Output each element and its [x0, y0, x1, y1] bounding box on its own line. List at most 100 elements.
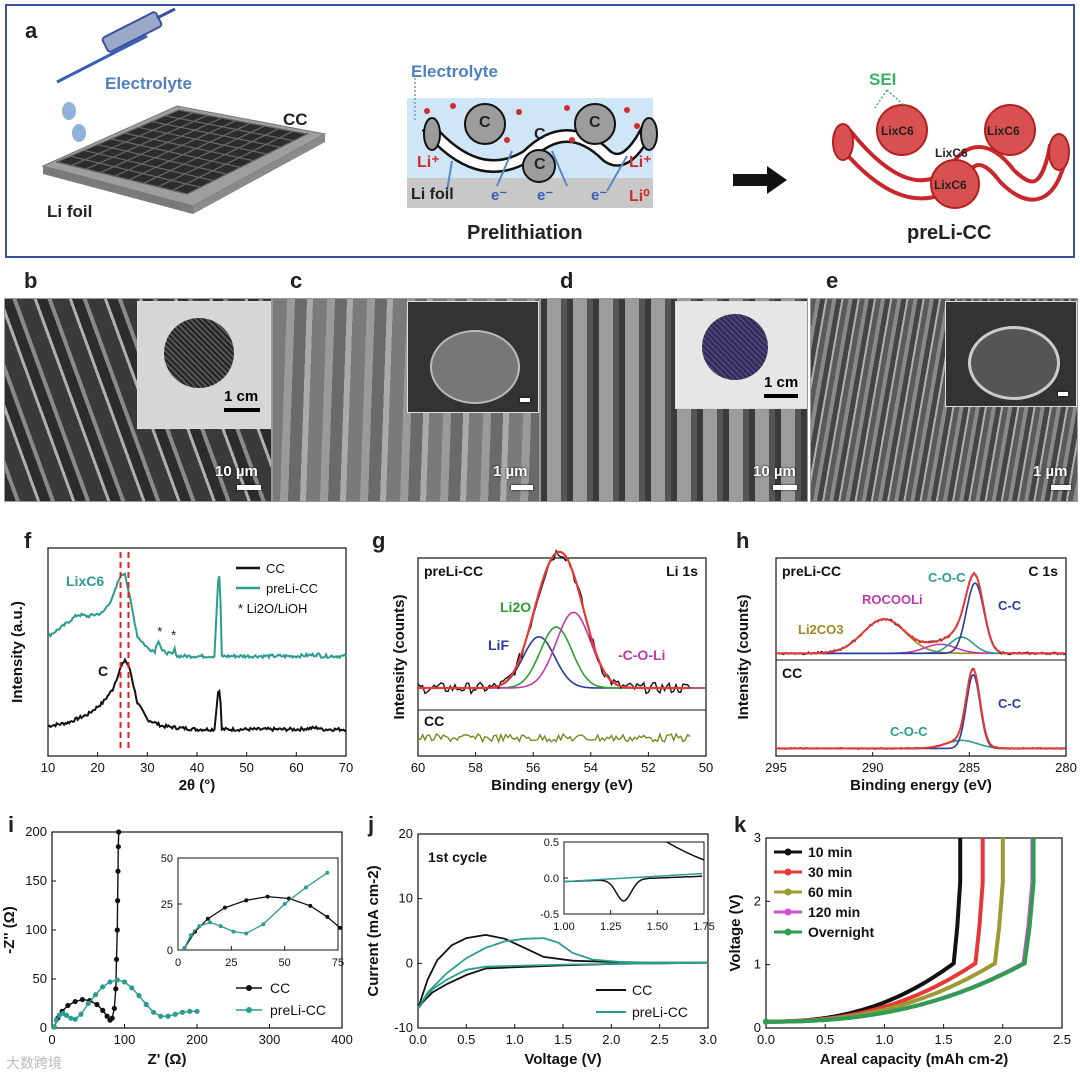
x-tick-label: 280	[1055, 760, 1077, 775]
peak-label-cc: C-C	[998, 598, 1022, 613]
panel-label-f: f	[24, 528, 32, 553]
peak-label-coc: C-O-C	[928, 570, 966, 585]
inset-data-point	[218, 924, 223, 929]
subpanel-label: CC	[782, 665, 802, 681]
x-tick-label: 10	[41, 760, 55, 775]
data-point	[115, 844, 121, 850]
data-point	[79, 996, 86, 1003]
preli-fiber-cross-section	[968, 326, 1060, 400]
inset-data-point	[325, 870, 330, 875]
data-point	[92, 992, 99, 998]
x-tick-label: 200	[186, 1032, 208, 1047]
x-tick-label: 290	[862, 760, 884, 775]
data-point	[72, 998, 78, 1005]
inset-data-point	[197, 924, 202, 929]
fit-envelope	[776, 667, 1066, 750]
sei-label: SEI	[869, 70, 897, 89]
lixc6-label-4: LixC6	[934, 178, 967, 192]
sem-inset-photo-d: 1 cm	[675, 301, 807, 409]
data-point	[194, 1008, 200, 1014]
series-line	[766, 838, 1036, 1024]
fiber-cross-section	[430, 330, 520, 404]
li-plus-label-right: Li⁺	[629, 154, 652, 171]
x-tick-label: 0.0	[757, 1032, 775, 1047]
x-tick-label: 1.75	[693, 921, 714, 933]
subpanel-label: CC	[424, 713, 444, 729]
data-point	[100, 1007, 106, 1013]
annotation-c: C	[98, 663, 108, 679]
legend-marker	[784, 888, 792, 896]
data-point	[150, 1009, 157, 1015]
legend-label: 30 min	[808, 864, 852, 880]
sem-image-b: 1 cm 10 µm	[4, 298, 272, 502]
data-point	[179, 1009, 186, 1015]
data-point	[158, 1013, 164, 1019]
sem-inset-fiber-e	[945, 301, 1077, 407]
x-tick-label: 70	[339, 760, 353, 775]
plot-frame	[775, 557, 1067, 757]
y-tick-label: 0	[406, 955, 413, 970]
lixc6-label-3: LixC6	[935, 146, 968, 160]
x-tick-label: 1.00	[553, 921, 574, 933]
x-tick-label: 0	[175, 957, 181, 969]
annotation-cycle: 1st cycle	[428, 849, 487, 865]
spectrum-title: C 1s	[1028, 563, 1058, 579]
inset-data-point	[308, 903, 313, 908]
panel-label-g: g	[372, 528, 386, 553]
y-tick-label: 0	[40, 1020, 47, 1035]
weave-thread	[128, 122, 251, 181]
prelithiation-label: Prelithiation	[467, 222, 583, 244]
x-tick-label: 60	[289, 760, 303, 775]
c-label-2: C	[589, 114, 601, 131]
y-axis-label: Voltage (V)	[727, 894, 744, 971]
series-line	[766, 838, 1005, 1024]
x-tick-label: 30	[140, 760, 154, 775]
data-point	[65, 1002, 71, 1009]
inset-data-point	[205, 916, 210, 921]
weave-thread	[85, 114, 208, 170]
weave-thread	[56, 109, 180, 163]
scale-bar-inset-e	[1058, 392, 1068, 396]
x-tick-label: 1.5	[554, 1032, 572, 1047]
x-tick-label: 1.25	[600, 921, 621, 933]
y-tick-label: 50	[161, 853, 173, 865]
legend-marker	[784, 868, 792, 876]
weave-thread	[70, 155, 201, 188]
data-point	[114, 977, 120, 983]
peak-label-li2co3: Li2CO3	[798, 622, 844, 637]
li-foil-label-left: Li foil	[47, 202, 93, 221]
data-point	[115, 868, 121, 874]
inset-data-point	[325, 914, 330, 919]
y-tick-label: 3	[754, 830, 761, 845]
x-tick-label: 1.5	[935, 1032, 953, 1047]
li-plus-label-left: Li⁺	[417, 154, 440, 171]
weave-thread	[97, 144, 228, 175]
series-line-preli-cc	[47, 572, 347, 660]
carbon-cloth-disk	[164, 318, 234, 388]
data-point	[143, 1001, 149, 1008]
sem-image-d: 1 cm 10 µm	[540, 298, 808, 502]
weave-thread	[124, 132, 254, 162]
x-tick-label: 52	[641, 760, 655, 775]
droplet-icon	[62, 102, 76, 120]
data-point	[115, 898, 121, 904]
legend-label: 120 min	[808, 904, 860, 920]
data-point	[85, 1000, 91, 1007]
panel-label-e: e	[826, 268, 839, 293]
x-tick-label: 2.0	[994, 1032, 1012, 1047]
inset-series-line	[666, 841, 705, 861]
sem-image-c: 1 µm	[272, 298, 540, 502]
x-tick-label: 400	[331, 1032, 353, 1047]
weave-thread	[100, 117, 222, 174]
electron-label-3: e⁻	[591, 187, 608, 204]
preli-cc-disk	[702, 314, 768, 380]
weave-thread	[114, 120, 237, 177]
x-tick-label: 54	[584, 760, 598, 775]
data-point	[187, 1008, 193, 1014]
data-point	[68, 1015, 74, 1021]
x-tick-label: 1.0	[506, 1032, 524, 1047]
scale-label-c: 1 µm	[493, 463, 528, 480]
weave-thread	[172, 130, 294, 191]
fit-envelope	[776, 572, 1066, 655]
y-tick-label: 2	[754, 893, 761, 908]
